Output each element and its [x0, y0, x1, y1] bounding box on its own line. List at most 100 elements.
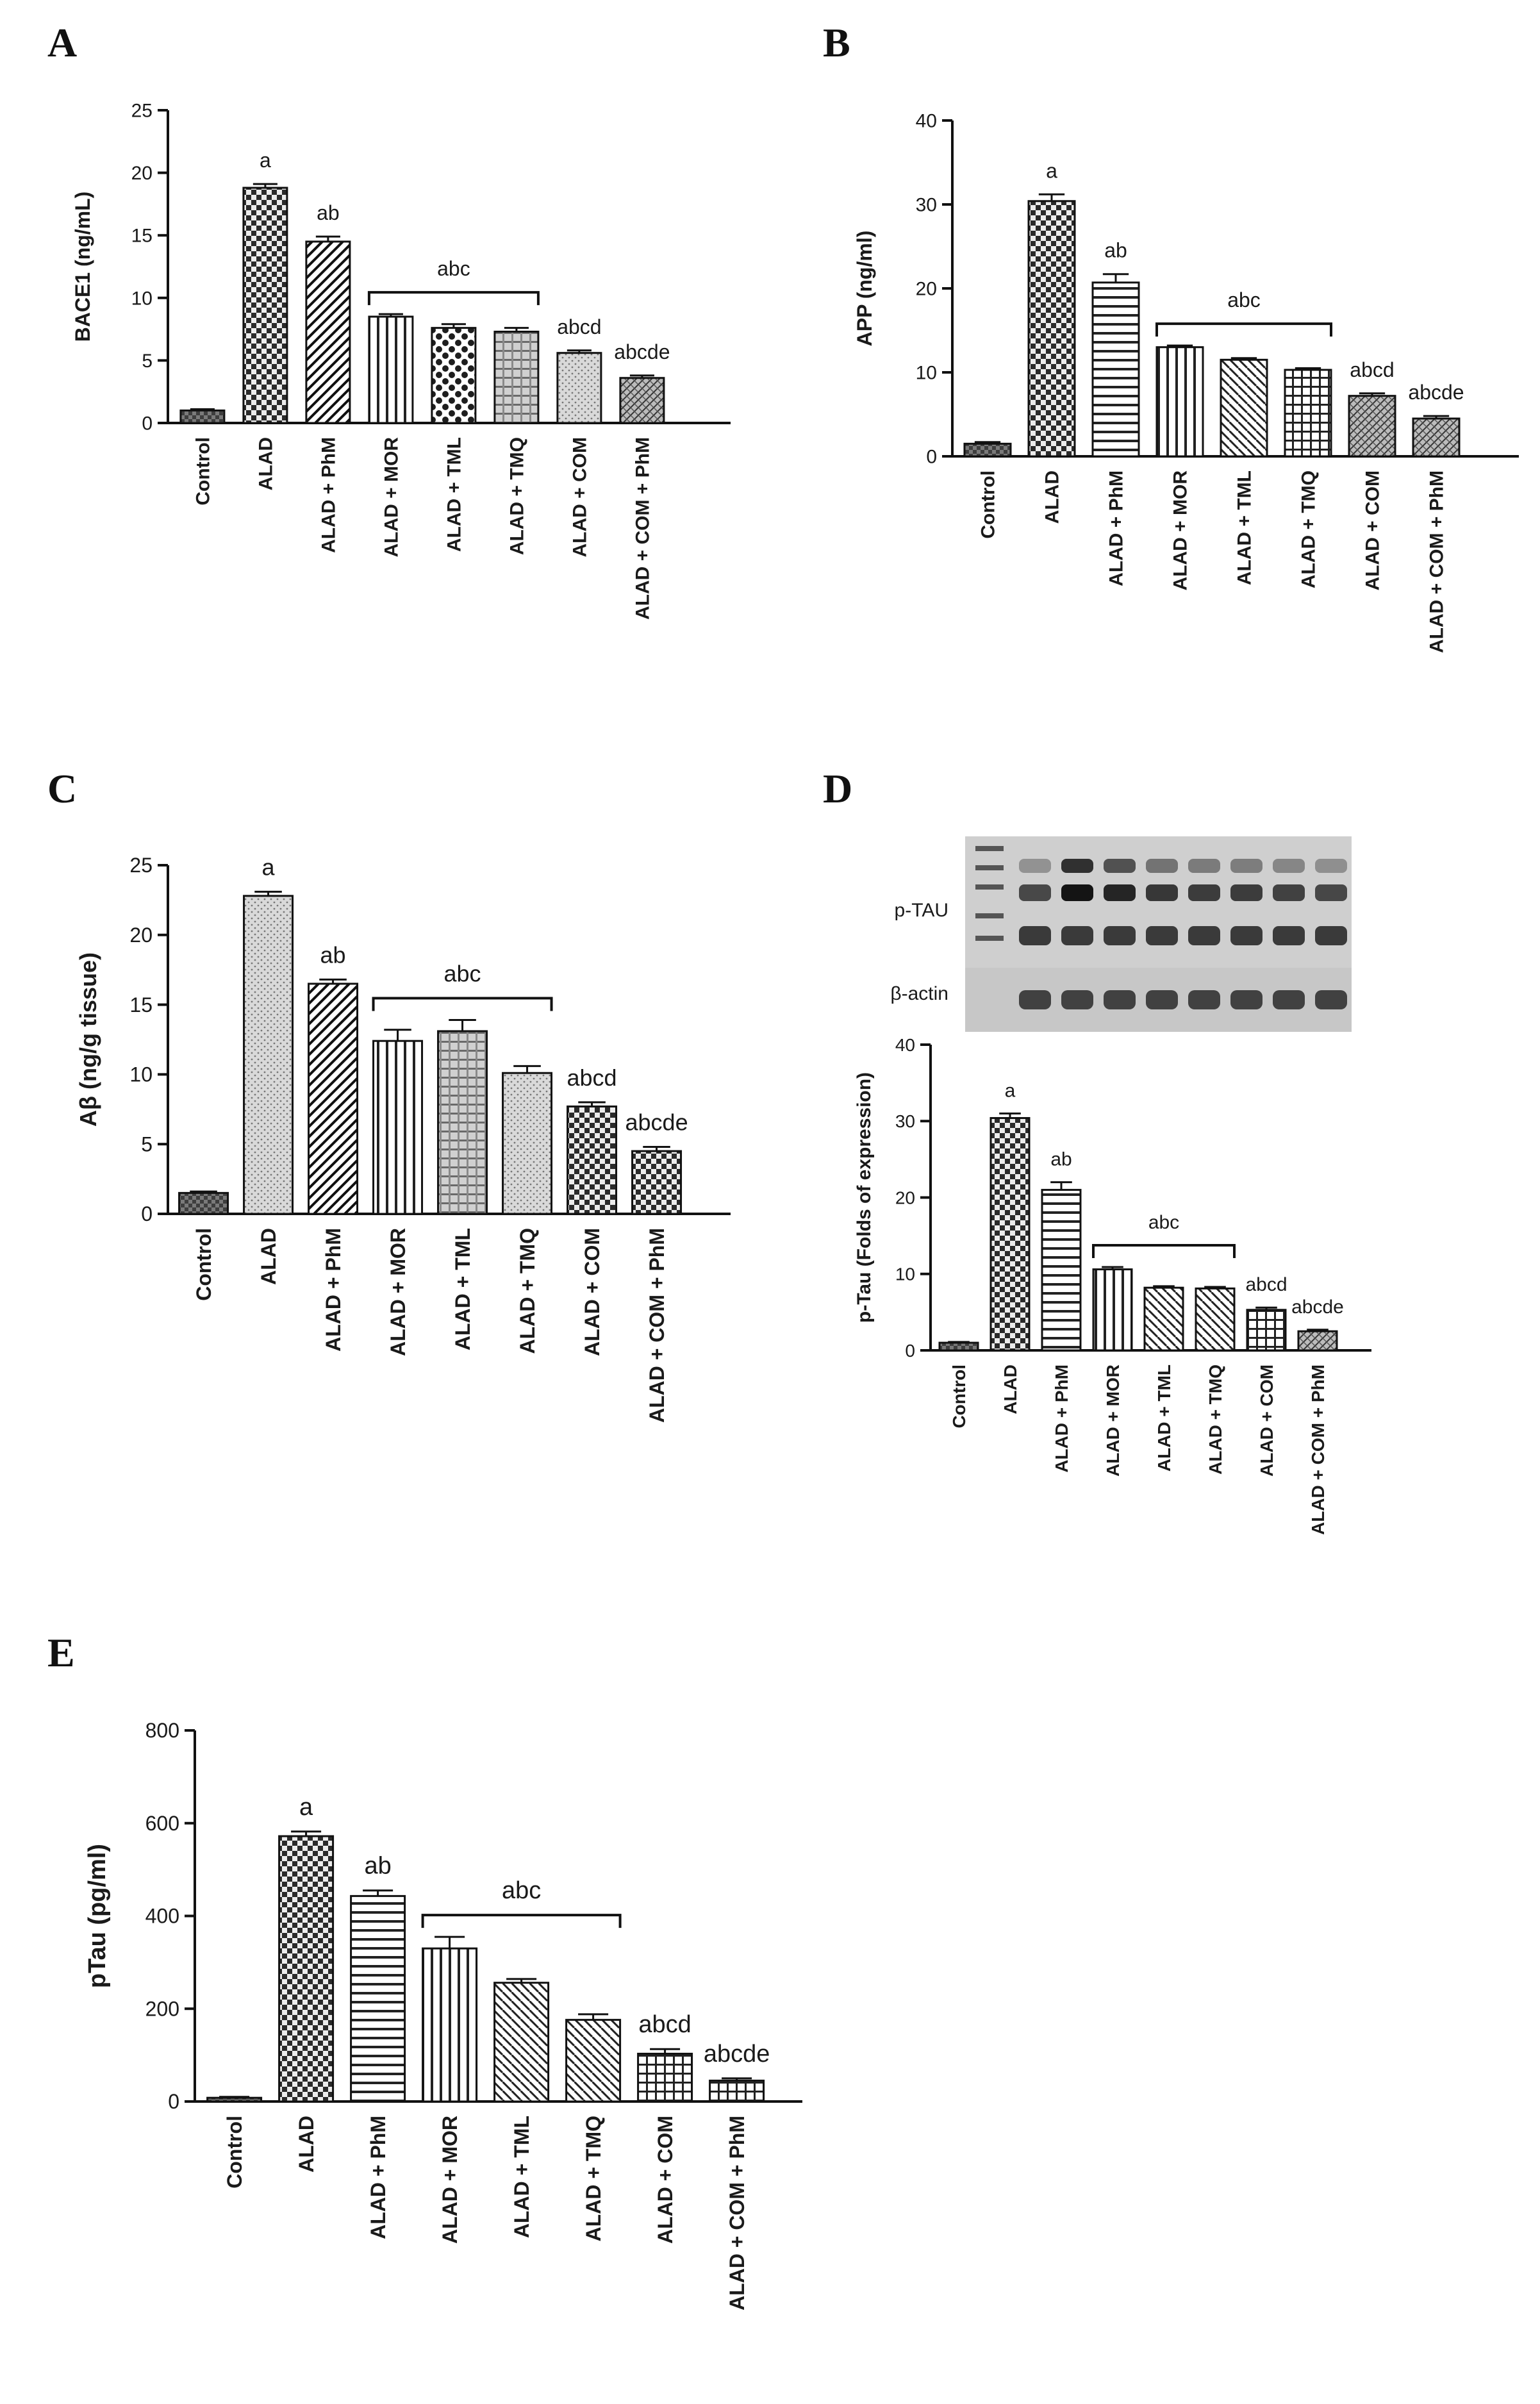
ptau-band-upper [1315, 859, 1347, 873]
panel-letter-d: D [823, 766, 852, 811]
y-axis-label: Aβ (ng/g tissue) [75, 952, 101, 1127]
bar [422, 1947, 478, 2103]
significance-label: abcde [614, 340, 670, 363]
x-tick-label: ALAD + TMQ [506, 437, 527, 555]
bar [437, 1030, 488, 1215]
x-tick-label: ALAD + TMQ [1205, 1364, 1225, 1475]
bar [1348, 395, 1396, 458]
bar [989, 1116, 1031, 1352]
actin-band [1061, 990, 1093, 1009]
x-tick-label: Control [192, 437, 213, 506]
bar [1195, 1287, 1236, 1352]
x-tick-label: ALAD + PhM [1052, 1364, 1072, 1473]
ptau-band-upper [1019, 859, 1051, 873]
significance-label: ab [320, 941, 346, 968]
significance-label: abc [1227, 288, 1261, 311]
x-tick-label: ALAD + COM [1257, 1364, 1277, 1477]
chart-panel-c: 0 5 10 15 20 25 Aβ (ng/g tissue) Control ALAD ALA… [75, 854, 731, 1423]
significance-label: ab [1050, 1149, 1072, 1170]
y-tick-label: 20 [129, 924, 153, 947]
significance-bracket [421, 1914, 622, 1928]
bar [938, 1341, 979, 1352]
significance-bracket [1092, 1244, 1236, 1259]
x-tick-label: ALAD + PhM [367, 2116, 390, 2239]
significance-label: abcd [557, 315, 601, 338]
y-tick-label: 0 [926, 447, 937, 468]
ptau-band-lower [1019, 926, 1051, 945]
bar [1284, 369, 1332, 458]
actin-band [1273, 990, 1305, 1009]
significance-bracket [1155, 322, 1332, 337]
y-tick-label: 25 [129, 854, 153, 877]
blot-label-ptau: p-TAU [895, 900, 948, 921]
actin-band [1146, 990, 1178, 1009]
bar [243, 895, 294, 1215]
x-tick-label: ALAD + COM [569, 437, 590, 558]
x-tick-label: ALAD + PhM [1106, 470, 1127, 586]
ptau-band-upper [1104, 859, 1136, 873]
bar [431, 327, 477, 424]
chart-panel-d: 0 10 20 30 40 p-Tau (Folds of expression) Cont… [854, 1035, 1371, 1535]
ptau-band-middle [1188, 884, 1220, 901]
x-tick-label: ALAD + TMQ [1298, 470, 1320, 588]
chart-panel-a: 0 5 10 15 20 25 BACE1 (ng/mL) Control ALAD ALAD +… [71, 101, 731, 620]
significance-label: abcd [567, 1065, 617, 1091]
significance-label: abcd [638, 2011, 691, 2038]
y-tick-label: 20 [131, 163, 153, 184]
ptau-band-middle [1146, 884, 1178, 901]
y-tick-label: 200 [145, 1997, 179, 2020]
bar [1412, 417, 1461, 458]
x-tick-label: Control [949, 1364, 969, 1429]
x-tick-label: ALAD + COM + PhM [632, 437, 653, 620]
ptau-band-middle [1230, 884, 1263, 901]
ladder-band [975, 846, 1004, 851]
bar [493, 331, 540, 424]
ptau-band-lower [1230, 926, 1263, 945]
significance-label: a [262, 854, 276, 880]
panel-letter-c: C [47, 766, 77, 811]
actin-band [1188, 990, 1220, 1009]
y-axis-label: p-Tau (Folds of expression) [854, 1072, 875, 1323]
ptau-band-upper [1230, 859, 1263, 873]
significance-label: ab [364, 1853, 391, 1880]
y-tick-label: 5 [142, 351, 153, 372]
y-tick-label: 30 [895, 1111, 915, 1131]
bar [619, 377, 665, 424]
bar [350, 1894, 406, 2103]
y-axis-label: APP (ng/ml) [853, 231, 876, 347]
bar [242, 187, 288, 424]
panel-letter-b: B [823, 20, 850, 65]
actin-band [1019, 990, 1051, 1009]
significance-label: abcde [625, 1109, 688, 1136]
y-tick-label: 20 [916, 279, 937, 300]
bar [565, 2019, 622, 2103]
ptau-band-lower [1315, 926, 1347, 945]
bar [206, 2096, 263, 2103]
y-tick-label: 400 [145, 1905, 179, 1928]
y-tick-label: 5 [141, 1132, 153, 1156]
x-tick-label: Control [978, 470, 999, 539]
x-tick-label: ALAD + TML [451, 1228, 474, 1350]
ptau-band-middle [1019, 884, 1051, 901]
significance-label: a [1005, 1080, 1016, 1101]
bar [556, 352, 602, 424]
significance-label: abc [502, 1877, 541, 1904]
y-tick-label: 10 [916, 363, 937, 384]
significance-bracket [372, 997, 553, 1011]
bar [372, 1040, 424, 1215]
bar [1155, 346, 1204, 458]
bar [631, 1150, 683, 1215]
x-tick-label: ALAD [295, 2116, 318, 2173]
ptau-band-upper [1188, 859, 1220, 873]
bar [1143, 1286, 1184, 1352]
x-tick-label: ALAD + MOR [381, 437, 402, 558]
x-tick-label: ALAD [257, 1228, 280, 1285]
significance-label: abcd [1350, 358, 1394, 381]
bar [1220, 358, 1268, 458]
ptau-band-middle [1104, 884, 1136, 901]
x-tick-label: ALAD [1042, 470, 1063, 524]
y-tick-label: 15 [131, 226, 153, 247]
significance-bracket [367, 291, 540, 306]
ptau-band-lower [1104, 926, 1136, 945]
x-tick-label: ALAD + TML [443, 437, 465, 552]
